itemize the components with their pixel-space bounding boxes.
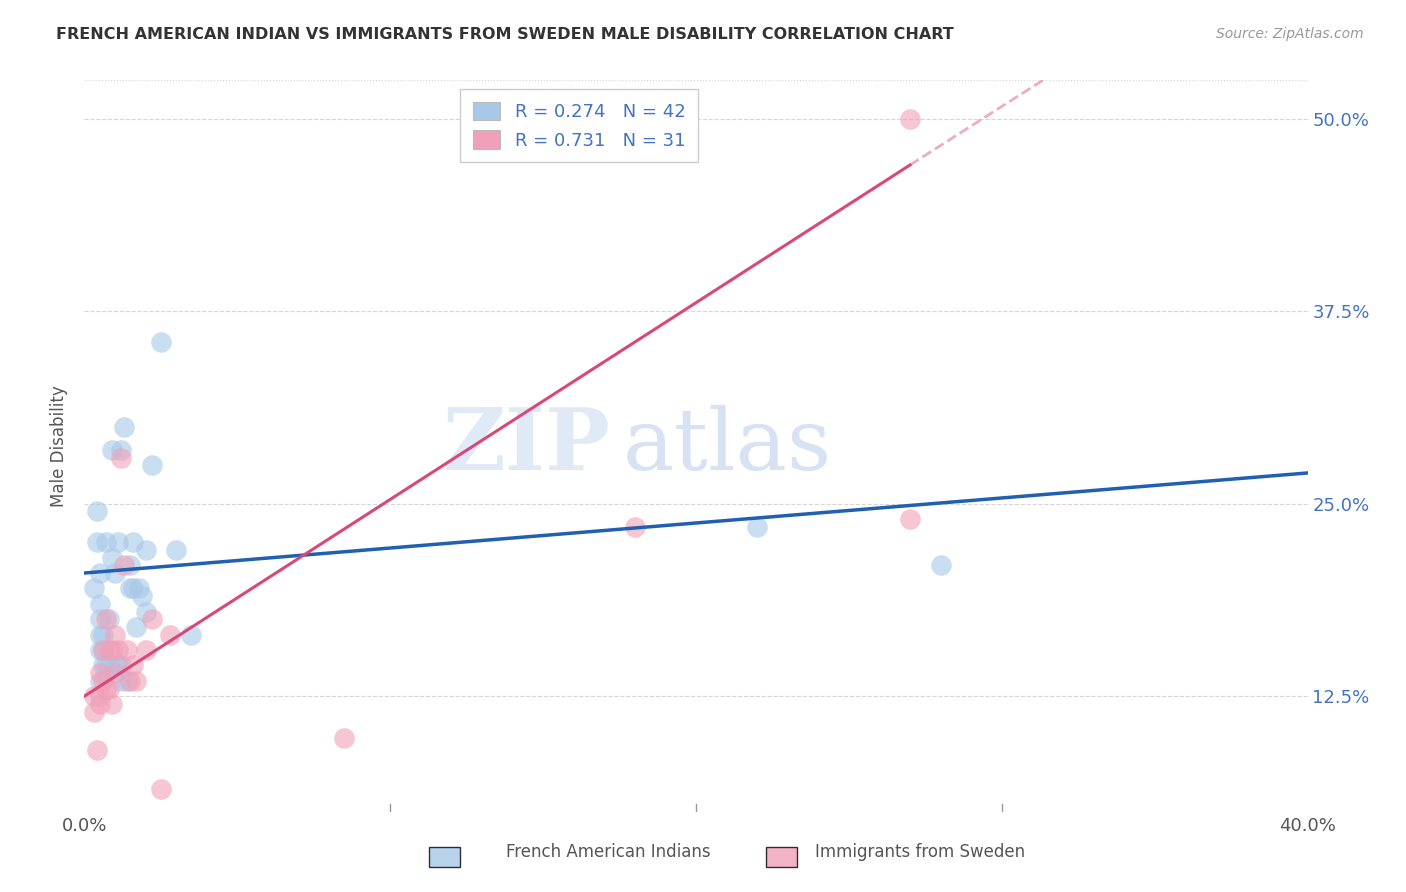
Point	[94, 658, 117, 673]
Point	[110, 442, 132, 457]
Point	[112, 558, 135, 573]
Point	[141, 458, 163, 473]
Point	[120, 582, 142, 596]
Point	[107, 643, 129, 657]
Point	[104, 666, 127, 681]
Point	[135, 643, 157, 657]
Point	[89, 566, 111, 580]
Text: FRENCH AMERICAN INDIAN VS IMMIGRANTS FROM SWEDEN MALE DISABILITY CORRELATION CHA: FRENCH AMERICAN INDIAN VS IMMIGRANTS FRO…	[56, 27, 955, 42]
Point	[898, 112, 921, 126]
Point	[83, 705, 105, 719]
Point	[104, 627, 127, 641]
Point	[149, 334, 172, 349]
Point	[89, 666, 111, 681]
Point	[125, 673, 148, 688]
Point	[94, 535, 117, 549]
Point	[101, 550, 124, 565]
Point	[122, 582, 145, 596]
Point	[929, 558, 952, 573]
Point	[97, 658, 120, 673]
Point	[83, 690, 105, 704]
Point	[94, 681, 117, 696]
Text: French American Indians: French American Indians	[506, 843, 711, 861]
Point	[135, 543, 157, 558]
Point	[86, 504, 108, 518]
Point	[110, 673, 132, 688]
Point	[135, 605, 157, 619]
Text: Source: ZipAtlas.com: Source: ZipAtlas.com	[1216, 27, 1364, 41]
Point	[107, 658, 129, 673]
Point	[159, 627, 181, 641]
Point	[89, 643, 111, 657]
Point	[747, 520, 769, 534]
Point	[101, 643, 124, 657]
Text: atlas: atlas	[623, 404, 832, 488]
Point	[91, 627, 114, 641]
Legend: R = 0.274   N = 42, R = 0.731   N = 31: R = 0.274 N = 42, R = 0.731 N = 31	[460, 89, 697, 162]
Point	[149, 781, 172, 796]
Point	[101, 697, 124, 711]
Point	[898, 512, 921, 526]
Point	[97, 681, 120, 696]
Point	[110, 450, 132, 465]
Point	[89, 597, 111, 611]
Point	[107, 535, 129, 549]
Text: Immigrants from Sweden: Immigrants from Sweden	[815, 843, 1025, 861]
Point	[89, 627, 111, 641]
Point	[624, 520, 647, 534]
Point	[180, 627, 202, 641]
Point	[91, 673, 114, 688]
Point	[89, 673, 111, 688]
Point	[97, 612, 120, 626]
Point	[112, 419, 135, 434]
Point	[89, 690, 111, 704]
Point	[120, 558, 142, 573]
Point	[141, 612, 163, 626]
Point	[120, 673, 142, 688]
Point	[128, 582, 150, 596]
Point	[101, 442, 124, 457]
Y-axis label: Male Disability: Male Disability	[51, 385, 69, 507]
Point	[91, 658, 114, 673]
Point	[89, 612, 111, 626]
Text: ZIP: ZIP	[443, 404, 610, 488]
Point	[91, 643, 114, 657]
Point	[104, 566, 127, 580]
Point	[165, 543, 187, 558]
Point	[125, 620, 148, 634]
Point	[94, 612, 117, 626]
Point	[91, 643, 114, 657]
Point	[110, 658, 132, 673]
Point	[89, 697, 111, 711]
Point	[122, 535, 145, 549]
Point	[115, 643, 138, 657]
Point	[97, 643, 120, 657]
Point	[115, 673, 138, 688]
Point	[122, 658, 145, 673]
Point	[333, 731, 356, 745]
Point	[104, 658, 127, 673]
Point	[131, 589, 153, 603]
Point	[86, 535, 108, 549]
Point	[86, 743, 108, 757]
Point	[83, 582, 105, 596]
